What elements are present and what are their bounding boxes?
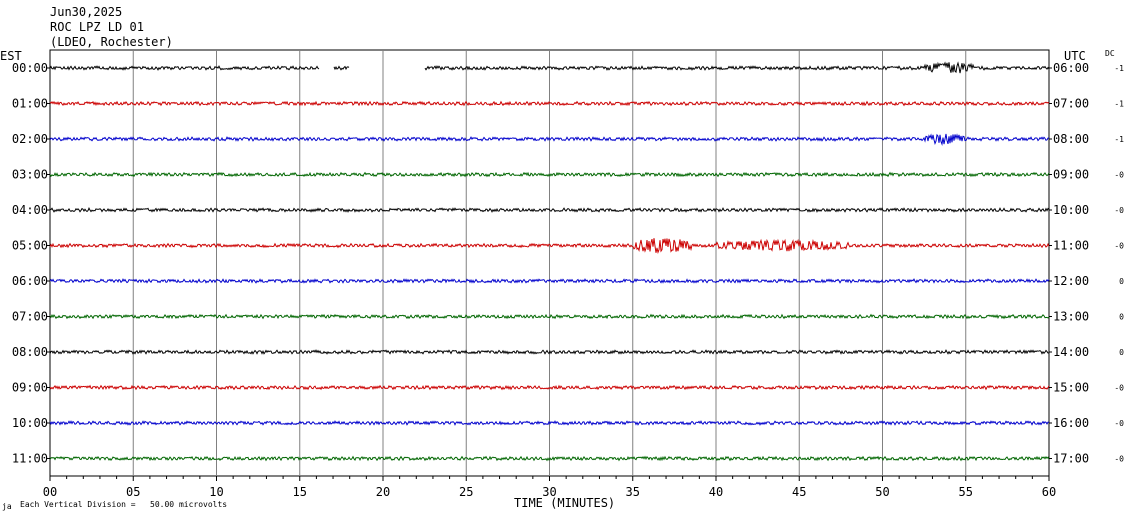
x-tick-label: 40: [709, 485, 723, 499]
est-time-label: 04:00: [12, 203, 48, 217]
seismic-trace: [49, 313, 1050, 320]
utc-time-label: 11:00: [1053, 239, 1089, 253]
utc-time-label: 08:00: [1053, 132, 1089, 146]
est-time-label: 09:00: [12, 381, 48, 395]
est-time-label: 10:00: [12, 416, 48, 430]
utc-time-label: 17:00: [1053, 452, 1089, 466]
est-time-label: 07:00: [12, 310, 48, 324]
est-time-label: 00:00: [12, 61, 48, 75]
dc-offset-label: 0: [1119, 277, 1124, 286]
dc-offset-label: 0: [1119, 313, 1124, 322]
seismic-trace: [49, 207, 1050, 213]
utc-time-label: 13:00: [1053, 310, 1089, 324]
x-tick-label: 35: [626, 485, 640, 499]
utc-time-label: 12:00: [1053, 274, 1089, 288]
utc-time-label: 14:00: [1053, 345, 1089, 359]
x-tick-label: 15: [293, 485, 307, 499]
trace-group: [49, 61, 1050, 462]
dc-offset-label: -0: [1114, 206, 1124, 215]
x-axis-label: TIME (MINUTES): [514, 496, 616, 510]
dc-offset-label: -0: [1114, 419, 1124, 428]
x-tick-label: 50: [875, 485, 889, 499]
utc-time-label: 09:00: [1053, 168, 1089, 182]
station-label: ROC LPZ LD 01: [50, 20, 144, 34]
utc-time-label: 15:00: [1053, 381, 1089, 395]
x-tick-label: 45: [792, 485, 806, 499]
utc-time-label: 07:00: [1053, 97, 1089, 111]
dc-offset-label: -1: [1114, 64, 1124, 73]
utc-time-label: 10:00: [1053, 203, 1089, 217]
x-tick-label: 10: [209, 485, 223, 499]
dc-offset-label: -1: [1114, 100, 1124, 109]
seismic-trace: [49, 238, 1050, 255]
grid-lines: [49, 49, 1050, 477]
seismic-trace: [49, 420, 1050, 426]
vertical-division-note: Each Vertical Division = 50.00 microvolt…: [20, 500, 228, 509]
seismic-trace: [49, 100, 1050, 107]
dc-offset-label: 0: [1119, 348, 1124, 357]
est-time-label: 01:00: [12, 97, 48, 111]
est-time-label: 05:00: [12, 239, 48, 253]
seismic-trace: [49, 133, 1050, 146]
seismic-trace: [49, 349, 1049, 355]
dc-offset-label: -0: [1114, 455, 1124, 464]
est-axis-title: EST: [0, 49, 22, 63]
date-label: Jun30,2025: [50, 5, 123, 19]
utc-axis-title: UTC: [1064, 49, 1086, 63]
x-tick-label: 30: [542, 485, 556, 499]
est-time-label: 08:00: [12, 345, 48, 359]
est-time-label: 02:00: [12, 132, 48, 146]
seismic-trace: [49, 278, 1050, 284]
est-time-label: 11:00: [12, 452, 48, 466]
x-tick-label: 25: [459, 485, 473, 499]
dc-offset-label: -0: [1114, 384, 1124, 393]
x-tick-label: 05: [126, 485, 140, 499]
x-tick-label: 60: [1042, 485, 1056, 499]
dc-axis-title: DC: [1105, 49, 1115, 58]
footer-mark: ja: [2, 502, 12, 511]
x-tick-label: 55: [959, 485, 973, 499]
seismic-trace: [49, 384, 1050, 391]
dc-offset-label: -1: [1114, 135, 1124, 144]
seismic-trace: [49, 455, 1050, 462]
dc-offset-label: -0: [1114, 171, 1124, 180]
utc-time-label: 06:00: [1053, 61, 1089, 75]
network-label: (LDEO, Rochester): [50, 35, 173, 49]
seismic-trace: [49, 61, 1050, 74]
seismic-trace: [49, 171, 1050, 178]
est-time-label: 06:00: [12, 274, 48, 288]
dc-offset-label: -0: [1114, 242, 1124, 251]
x-tick-label: 20: [376, 485, 390, 499]
utc-time-label: 16:00: [1053, 416, 1089, 430]
est-time-label: 03:00: [12, 168, 48, 182]
x-tick-label: 00: [43, 485, 57, 499]
